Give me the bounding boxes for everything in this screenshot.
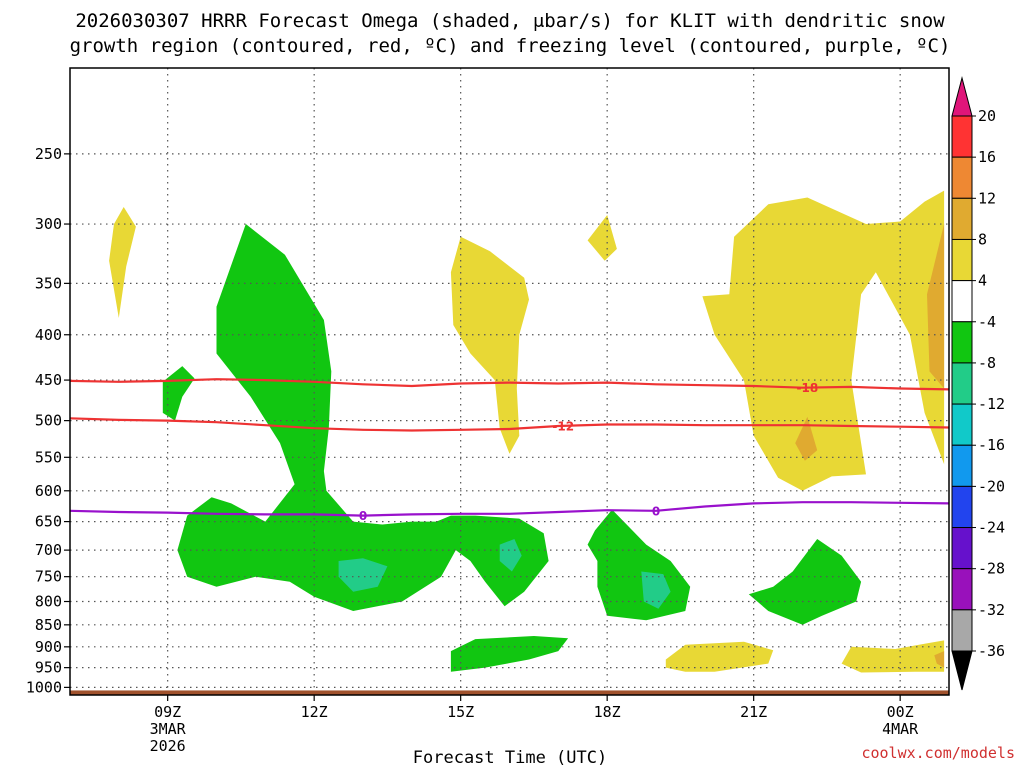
omega-shade-region-6 — [665, 641, 774, 672]
y-tick-label-900: 900 — [35, 638, 62, 656]
colorbar-label-0: 20 — [978, 107, 996, 125]
colorbar-label-5: -4 — [978, 313, 996, 331]
y-tick-label-250: 250 — [35, 145, 62, 163]
x-axis-title: Forecast Time (UTC) — [413, 748, 607, 768]
contour-layer: -18 -12 0 0 — [69, 378, 950, 523]
colorbar-swatch-12 — [951, 609, 973, 652]
colorbar-label-6: -8 — [978, 354, 996, 372]
omega-shade-region-2 — [450, 236, 529, 454]
omega-shade-region-16 — [450, 636, 569, 672]
x-tick-date-00Z: 4MAR — [882, 720, 919, 738]
colorbar-swatch-9 — [951, 485, 973, 529]
colorbar-swatch-2 — [951, 197, 973, 240]
contour-line-2 — [69, 501, 950, 517]
y-tick-label-500: 500 — [35, 412, 62, 430]
x-tick-label-09Z: 09Z — [154, 703, 181, 721]
colorbar-bottom-arrow — [951, 650, 973, 691]
y-axis: 250 300 350 400 450 500 550 600 650 700 750 800 850 9… — [26, 145, 70, 696]
colorbar-swatch-3 — [951, 238, 973, 282]
colorbar-label-11: -28 — [978, 560, 1005, 578]
omega-shade-region-14 — [641, 571, 671, 609]
colorbar-label-12: -32 — [978, 601, 1005, 619]
colorbar-swatch-10 — [951, 527, 973, 570]
colorbar-label-8: -16 — [978, 436, 1005, 454]
y-tick-label-650: 650 — [35, 513, 62, 531]
colorbar-label-1: 16 — [978, 148, 996, 166]
colorbar-label-13: -36 — [978, 642, 1005, 660]
colorbar-top-arrow — [951, 76, 973, 117]
omega-shade-region-4 — [927, 224, 945, 389]
omega-shading-layer — [109, 190, 945, 673]
omega-shade-region-11 — [338, 558, 388, 592]
grid-layer — [70, 68, 949, 695]
contour-label-1: -12 — [552, 419, 574, 433]
y-tick-label-1000: 1000 — [26, 678, 62, 696]
colorbar-swatch-11 — [951, 568, 973, 611]
omega-shade-region-12 — [499, 539, 522, 572]
contour-label-0: -18 — [797, 381, 819, 395]
chart-title-line-1: 2026030307 HRRR Forecast Omega (shaded, … — [75, 10, 945, 32]
contour-label-3: 0 — [652, 504, 660, 518]
omega-shade-region-8 — [934, 651, 945, 668]
x-tick-year-09Z: 2026 — [150, 737, 186, 755]
x-tick-label-12Z: 12Z — [301, 703, 328, 721]
omega-shade-region-5 — [795, 416, 818, 461]
colorbar-swatch-4 — [951, 280, 973, 323]
omega-shade-region-10 — [177, 224, 549, 611]
contour-label-2: 0 — [359, 509, 367, 523]
contour-line-1 — [69, 417, 950, 432]
colorbar-label-3: 8 — [978, 230, 987, 248]
colorbar-label-4: 4 — [978, 272, 987, 290]
colorbar-swatch-7 — [951, 403, 973, 446]
omega-shade-region-3 — [702, 190, 945, 491]
colorbar-label-2: 12 — [978, 189, 996, 207]
contour-line-0 — [69, 378, 950, 391]
omega-shade-region-7 — [841, 640, 945, 673]
y-tick-label-400: 400 — [35, 326, 62, 344]
plot-frame — [69, 67, 950, 696]
terrain-fill — [70, 690, 949, 695]
y-tick-label-350: 350 — [35, 274, 62, 292]
colorbar-swatch-0 — [951, 115, 973, 158]
y-tick-label-600: 600 — [35, 482, 62, 500]
omega-shade-region-15 — [748, 539, 862, 625]
colorbar-label-7: -12 — [978, 395, 1005, 413]
x-tick-date-09Z: 3MAR — [150, 720, 187, 738]
chart-title-line-2: growth region (contoured, red, ºC) and f… — [70, 35, 951, 57]
y-tick-label-850: 850 — [35, 616, 62, 634]
terrain-layer — [70, 690, 949, 695]
y-tick-label-800: 800 — [35, 593, 62, 611]
x-tick-label-21Z: 21Z — [740, 703, 767, 721]
y-tick-label-950: 950 — [35, 659, 62, 677]
colorbar-swatch-8 — [951, 444, 973, 487]
y-tick-label-750: 750 — [35, 568, 62, 586]
omega-shade-region-1 — [587, 215, 617, 261]
colorbar: 20 16 12 8 4 -4 -8 -12 -16 -20 -24 -28 -32 -36 — [951, 76, 1005, 691]
omega-shade-region-0 — [109, 207, 136, 318]
y-tick-label-550: 550 — [35, 448, 62, 466]
x-tick-label-18Z: 18Z — [594, 703, 621, 721]
x-tick-label-00Z: 00Z — [887, 703, 914, 721]
y-tick-label-450: 450 — [35, 371, 62, 389]
y-tick-label-700: 700 — [35, 541, 62, 559]
colorbar-label-9: -20 — [978, 477, 1005, 495]
colorbar-swatch-1 — [951, 156, 973, 199]
colorbar-swatch-6 — [951, 362, 973, 405]
colorbar-label-10: -24 — [978, 519, 1005, 537]
site-credit: coolwx.com/models — [861, 744, 1015, 762]
x-tick-label-15Z: 15Z — [447, 703, 474, 721]
y-tick-label-300: 300 — [35, 215, 62, 233]
colorbar-swatch-5 — [951, 321, 973, 364]
